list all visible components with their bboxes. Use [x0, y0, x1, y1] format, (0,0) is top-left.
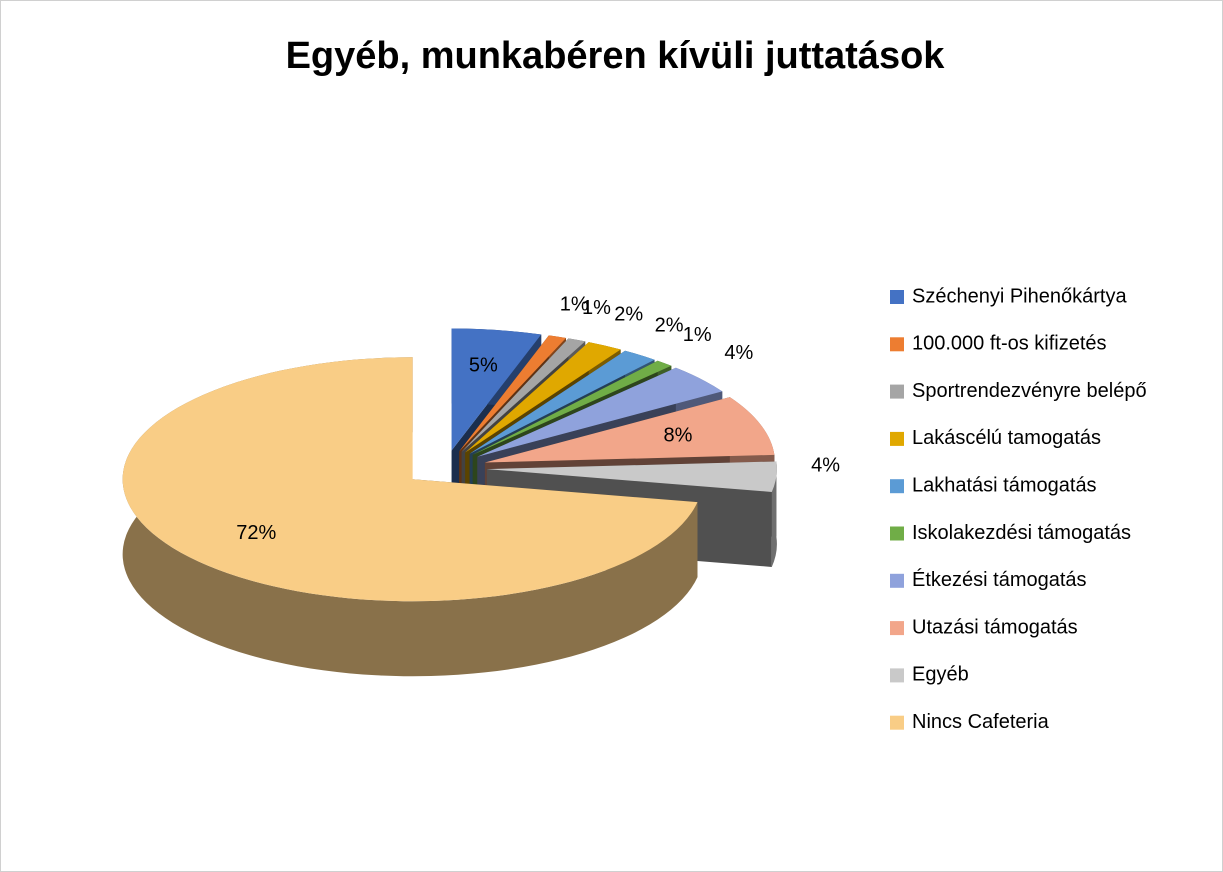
slice-top — [472, 360, 672, 455]
data-label: 5% — [469, 354, 498, 376]
legend-label: Széchenyi Pihenőkártya — [912, 285, 1127, 307]
legend-swatch — [890, 431, 904, 446]
slice-top — [451, 328, 542, 451]
legend-label: Egyéb — [912, 664, 969, 686]
data-label: 8% — [664, 424, 693, 446]
legend-swatch — [890, 668, 904, 683]
legend-swatch — [890, 621, 904, 636]
data-label: 1% — [560, 293, 589, 315]
legend-swatch — [890, 573, 904, 588]
legend-label: Nincs Cafeteria — [912, 711, 1050, 733]
legend-label: Lakáscélú tamogatás — [912, 427, 1101, 449]
legend-swatch — [890, 526, 904, 541]
legend-swatch — [890, 337, 904, 352]
slice-top — [461, 338, 586, 452]
data-label: 72% — [236, 522, 276, 544]
slice-top — [484, 397, 775, 463]
slice — [122, 357, 698, 677]
slice-top — [122, 357, 698, 602]
legend-label: 100.000 ft-os kifizetés — [912, 333, 1107, 355]
legend-swatch — [890, 479, 904, 494]
legend-swatch — [890, 715, 904, 730]
legend-label: Sportrendezvényre belépő — [912, 380, 1147, 402]
legend-label: Iskolakezdési támogatás — [912, 522, 1131, 544]
legend-swatch — [890, 290, 904, 304]
slice-top — [486, 461, 777, 492]
legend-label: Lakhatási támogatás — [912, 474, 1097, 496]
data-label: 2% — [655, 315, 684, 337]
data-label: 4% — [724, 342, 753, 364]
slice-top — [469, 350, 655, 454]
slice-side — [771, 461, 777, 567]
legend-swatch — [890, 384, 904, 399]
data-label: 4% — [811, 454, 840, 476]
data-label: 2% — [614, 304, 643, 326]
data-label: 1% — [683, 324, 712, 346]
slice-top — [465, 342, 621, 453]
slice-top — [477, 367, 723, 457]
slice-top — [459, 335, 566, 452]
legend-label: Utazási támogatás — [912, 616, 1078, 638]
data-label: 1% — [582, 297, 611, 319]
legend-label: Étkezési támogatás — [912, 568, 1087, 591]
chart-title: Egyéb, munkabéren kívüli juttatások — [286, 35, 946, 77]
